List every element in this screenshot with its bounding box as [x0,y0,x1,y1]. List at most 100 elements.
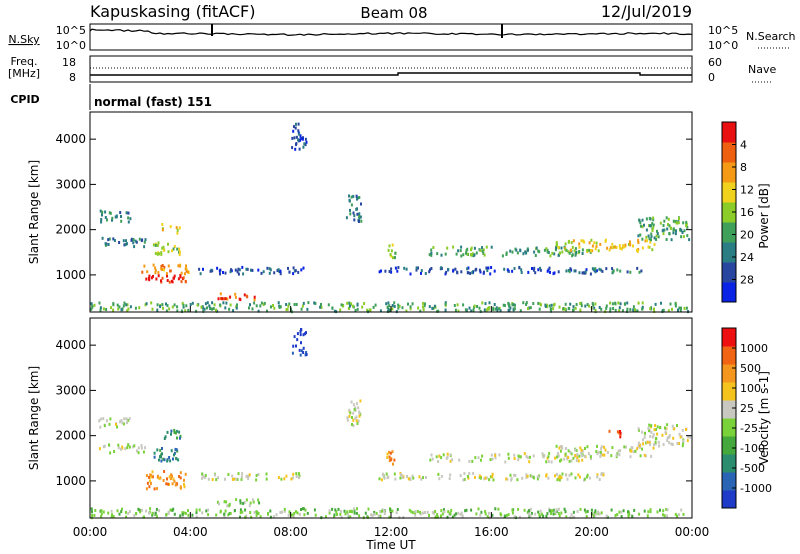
velocity-cell [113,450,116,453]
velocity-cell [153,451,156,455]
power-cell [507,308,510,312]
velocity-cell [127,443,130,447]
power-cell [493,269,496,273]
power-cell [537,301,540,305]
velocity-cell [354,416,357,420]
power-cell [392,256,394,260]
velocity-cell [408,508,411,512]
velocity-cell [201,511,204,515]
velocity-cell [349,515,352,519]
power-cell [534,271,537,275]
velocity-cell [239,508,242,512]
velocity-cell [507,452,510,456]
velocity-cell [133,444,136,448]
power-cell [219,297,222,300]
power-cell [133,245,136,249]
velocity-cell [537,510,540,514]
velocity-cell [121,445,124,449]
velocity-cell [440,474,443,478]
velocity-cell [554,456,557,460]
velocity-cell [396,508,399,511]
velocity-cell [364,511,367,515]
power-cell [165,309,168,313]
velocity-cell [235,477,238,481]
power-cell [276,269,279,272]
velocity-colorbar-segment [722,364,736,383]
velocity-cell [538,513,541,517]
velocity-cell [378,477,381,481]
velocity-cell [162,479,165,482]
velocity-cell [555,508,558,512]
power-cell [417,266,419,270]
velocity-cell [287,513,290,517]
velocity-cell [116,509,119,513]
cpid-value: normal (fast) 151 [94,95,212,109]
velocity-cell [258,501,261,505]
power-cell [297,270,300,274]
velocity-cell [325,515,327,519]
power-cell [166,304,169,308]
power-cell [550,309,553,313]
velocity-cell [241,472,244,476]
velocity-cell [128,510,131,514]
power-cell [156,303,159,307]
power-cell [643,223,645,227]
velocity-cell [380,478,383,482]
velocity-cell [164,435,167,439]
power-cell [157,274,160,278]
velocity-cell [637,427,640,431]
power-cell [374,303,377,307]
velocity-cell [153,455,156,459]
power-cell [224,306,227,310]
power-cell [171,280,174,284]
velocity-cell [470,508,473,512]
velocity-cell [298,472,300,476]
velocity-cell [162,457,165,461]
velocity-cell [598,512,601,516]
velocity-cell [570,452,573,456]
velocity-cell [173,479,176,483]
velocity-cell [443,510,446,514]
velocity-cell [666,423,669,427]
velocity-ytick-label: 4000 [55,338,86,352]
velocity-ytick-label: 3000 [55,383,86,397]
power-cell [91,304,94,308]
velocity-cell [484,509,487,513]
power-cell [452,245,455,249]
velocity-cell [610,454,613,458]
velocity-cell [558,514,561,518]
power-cell [665,238,668,241]
velocity-cell [245,475,248,478]
power-cell [221,297,224,301]
power-cell [118,241,121,244]
power-cell [518,266,521,270]
velocity-cell [677,513,680,517]
velocity-cell [604,448,607,452]
power-cell [462,253,465,257]
power-cell [237,272,240,276]
power-cell [108,237,111,241]
velocity-cell [526,474,529,478]
velocity-cell [151,513,154,517]
velocity-cell [666,514,669,518]
power-cell [178,253,181,257]
velocity-cell [455,512,458,516]
velocity-cell [93,513,96,517]
velocity-cell [300,328,303,332]
velocity-cell [610,508,613,512]
power-cell [225,301,228,305]
velocity-cell [619,430,621,433]
velocity-cell [504,460,507,464]
velocity-cell [231,474,234,478]
velocity-cell [525,473,528,477]
velocity-cell [213,473,216,477]
power-cell [279,305,282,309]
velocity-cell [644,431,646,435]
power-cell [444,252,447,256]
velocity-cell [572,510,575,514]
power-cell [168,307,171,311]
power-cell [151,307,154,311]
power-cell [638,270,641,274]
power-cell [593,306,596,310]
velocity-cell [158,477,161,481]
